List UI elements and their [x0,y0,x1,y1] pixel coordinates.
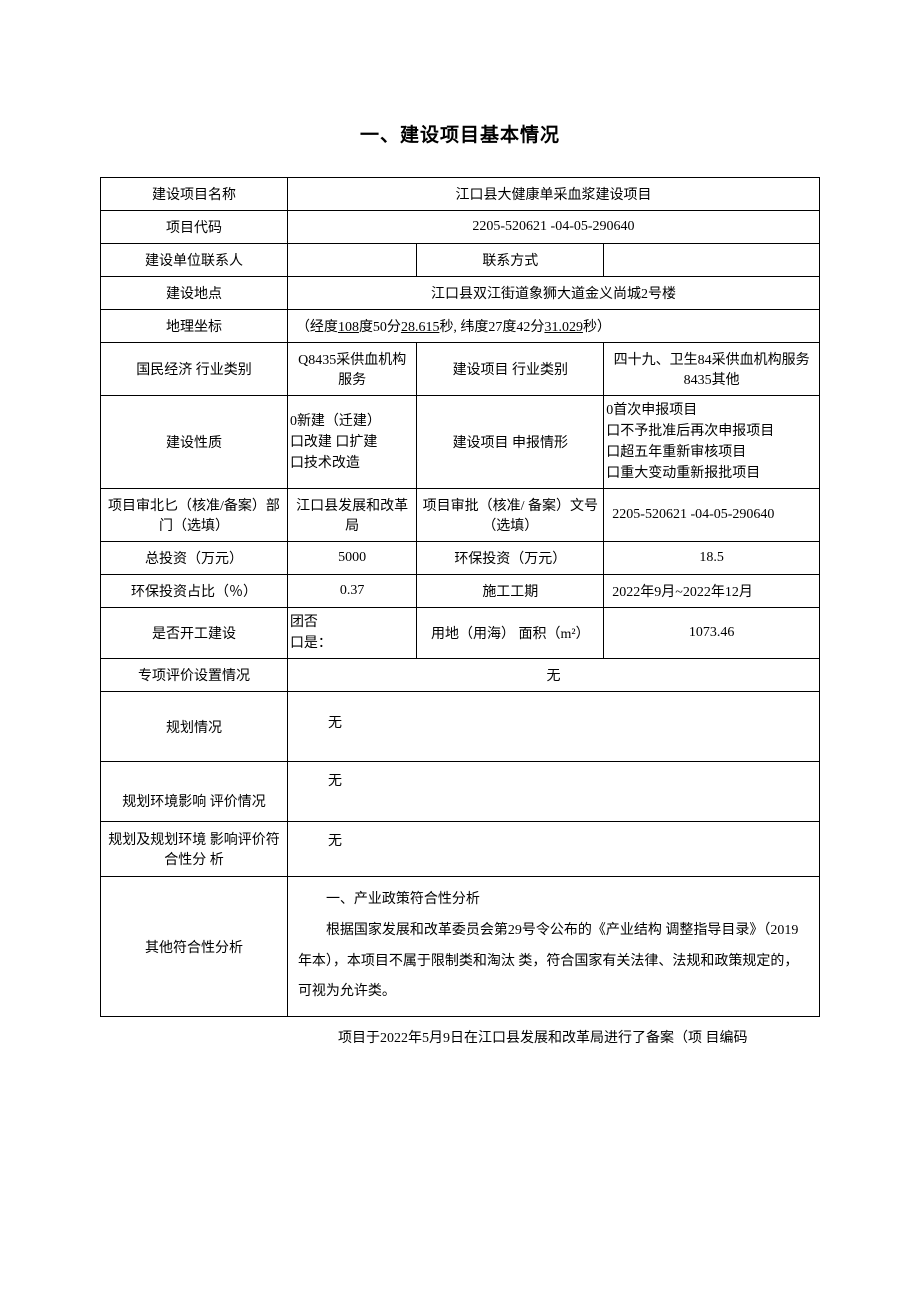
other-conform-p1: 一、产业政策符合性分析 [298,885,809,916]
footer-text: 项目于2022年5月9日在江口县发展和改革局进行了备案（项 目编码 [100,1025,820,1053]
table-row: 项目代码 2205-520621 -04-05-290640 [101,211,820,244]
table-row: 是否开工建设 团否 口是： 用地（用海） 面积（m²） 1073.46 [101,608,820,659]
value-contact-method [604,244,820,277]
label-project-code: 项目代码 [101,211,288,244]
value-approval-dept: 江口县发展和改革局 [287,489,416,542]
table-row: 总投资（万元） 5000 环保投资（万元） 18.5 [101,542,820,575]
project-info-table: 建设项目名称 江口县大健康单采血浆建设项目 项目代码 2205-520621 -… [100,177,820,1017]
value-planning-conform: 无 [287,822,819,877]
coords-prefix: （经度 [296,320,338,335]
coords-mid1: 度50分 [359,320,401,335]
label-contact-person: 建设单位联系人 [101,244,288,277]
label-industry: 国民经济 行业类别 [101,343,288,396]
table-row: 建设地点 江口县双江街道象狮大道金义尚城2号楼 [101,277,820,310]
label-approval-code: 项目审批（核准/ 备案）文号（选填） [417,489,604,542]
table-row: 专项评价设置情况 无 [101,659,820,692]
table-row: 规划环境影响 评价情况 无 [101,762,820,822]
label-env-invest: 环保投资（万元） [417,542,604,575]
label-nature: 建设性质 [101,396,288,489]
other-conform-p2: 根据国家发展和改革委员会第29号令公布的《产业结构 调整指导目录》（2019年本… [298,916,809,1008]
label-planning-conform: 规划及规划环境 影响评价符合性分 析 [101,822,288,877]
section-title: 一、建设项目基本情况 [100,120,820,147]
value-contact-person [287,244,416,277]
value-coords: （经度108度50分28.615秒, 纬度27度42分31.029秒） [287,310,819,343]
label-env-ratio: 环保投资占比（％） [101,575,288,608]
table-row: 建设性质 0新建（迁建） 口改建 口扩建 口技术改造 建设项目 申报情形 0首次… [101,396,820,489]
value-planning: 无 [287,692,819,762]
table-row: 环保投资占比（％） 0.37 施工工期 2022年9月~2022年12月 [101,575,820,608]
value-address: 江口县双江街道象狮大道金义尚城2号楼 [287,277,819,310]
table-row: 建设项目名称 江口县大健康单采血浆建设项目 [101,178,820,211]
table-row: 其他符合性分析 一、产业政策符合性分析 根据国家发展和改革委员会第29号令公布的… [101,877,820,1017]
label-special-eval: 专项评价设置情况 [101,659,288,692]
value-env-ratio: 0.37 [287,575,416,608]
value-project-name: 江口县大健康单采血浆建设项目 [287,178,819,211]
table-row: 规划情况 无 [101,692,820,762]
label-coords: 地理坐标 [101,310,288,343]
value-construction-period: 2022年9月~2022年12月 [604,575,820,608]
label-industry-sub: 建设项目 行业类别 [417,343,604,396]
value-industry: Q8435采供血机构服务 [287,343,416,396]
label-contact-method: 联系方式 [417,244,604,277]
value-started: 团否 口是： [287,608,416,659]
table-row: 国民经济 行业类别 Q8435采供血机构服务 建设项目 行业类别 四十九、卫生8… [101,343,820,396]
value-nature: 0新建（迁建） 口改建 口扩建 口技术改造 [287,396,416,489]
label-planning: 规划情况 [101,692,288,762]
value-project-code: 2205-520621 -04-05-290640 [287,211,819,244]
value-planning-env: 无 [287,762,819,822]
label-project-name: 建设项目名称 [101,178,288,211]
value-env-invest: 18.5 [604,542,820,575]
label-land-area: 用地（用海） 面积（m²） [417,608,604,659]
table-row: 地理坐标 （经度108度50分28.615秒, 纬度27度42分31.029秒） [101,310,820,343]
label-nature-sub: 建设项目 申报情形 [417,396,604,489]
table-row: 规划及规划环境 影响评价符合性分 析 无 [101,822,820,877]
coords-mid2: 秒, 纬度27度42分 [439,320,544,335]
coords-suffix: 秒） [583,320,611,335]
value-industry-sub: 四十九、卫生84采供血机构服务8435其他 [604,343,820,396]
table-row: 建设单位联系人 联系方式 [101,244,820,277]
table-row: 项目审北匕（核准/备案）部门（选填） 江口县发展和改革局 项目审批（核准/ 备案… [101,489,820,542]
value-approval-code: 2205-520621 -04-05-290640 [604,489,820,542]
label-construction-period: 施工工期 [417,575,604,608]
label-planning-env: 规划环境影响 评价情况 [101,762,288,822]
coords-lat-sec: 31.029 [544,320,583,335]
label-started: 是否开工建设 [101,608,288,659]
label-address: 建设地点 [101,277,288,310]
label-other-conform: 其他符合性分析 [101,877,288,1017]
coords-lon-sec: 28.615 [401,320,440,335]
coords-lon-deg: 108 [338,320,359,335]
value-total-invest: 5000 [287,542,416,575]
value-land-area: 1073.46 [604,608,820,659]
label-total-invest: 总投资（万元） [101,542,288,575]
label-approval-dept: 项目审北匕（核准/备案）部门（选填） [101,489,288,542]
value-other-conform: 一、产业政策符合性分析 根据国家发展和改革委员会第29号令公布的《产业结构 调整… [287,877,819,1017]
value-nature-sub: 0首次申报项目 口不予批准后再次申报项目 口超五年重新审核项目 口重大变动重新报… [604,396,820,489]
value-special-eval: 无 [287,659,819,692]
